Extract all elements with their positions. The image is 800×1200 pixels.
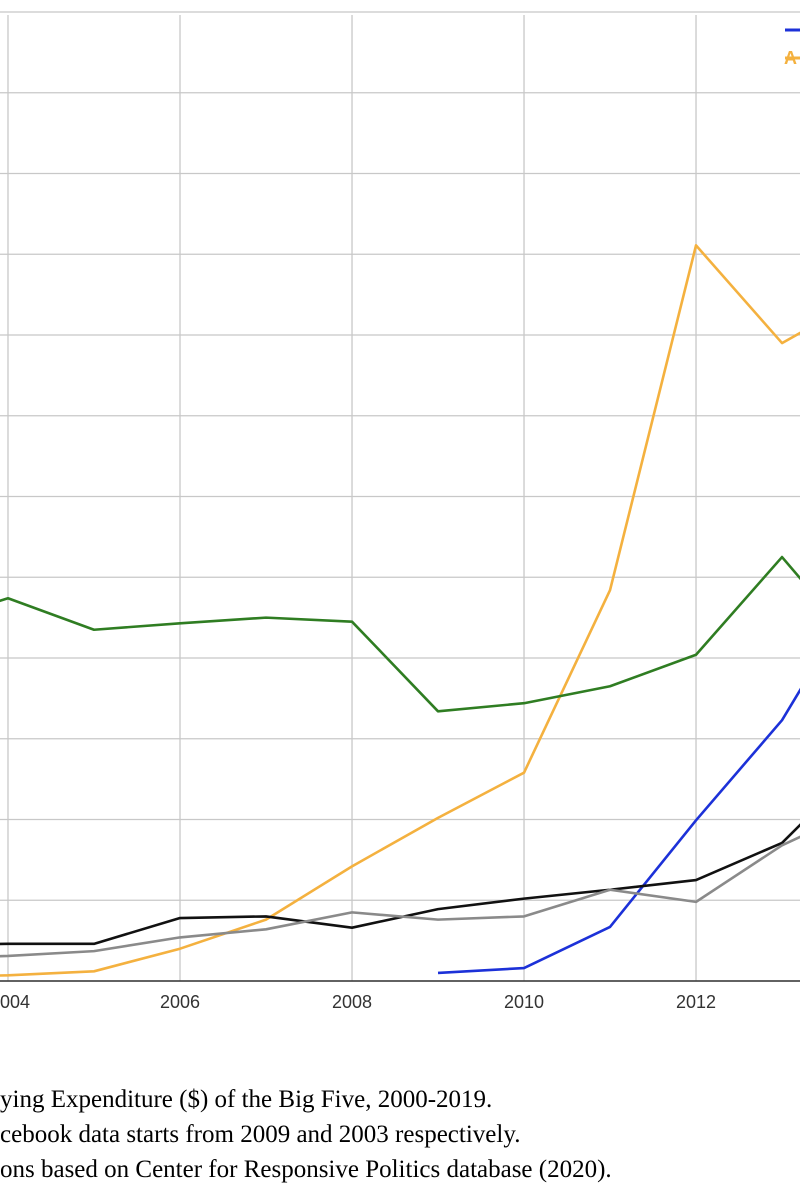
caption-line: ying Expenditure ($) of the Big Five, 20… xyxy=(0,1086,492,1113)
x-tick-label: 004 xyxy=(0,992,30,1012)
caption-line: ons based on Center for Responsive Polit… xyxy=(0,1156,612,1183)
caption: ying Expenditure ($) of the Big Five, 20… xyxy=(0,1086,612,1183)
plot-area xyxy=(0,244,800,977)
caption-line: cebook data starts from 2009 and 2003 re… xyxy=(0,1121,520,1148)
x-tick-label: 2010 xyxy=(504,992,544,1012)
line xyxy=(0,244,800,977)
x-tick-label: 2006 xyxy=(160,992,200,1012)
x-tick-label: 2012 xyxy=(676,992,716,1012)
legend-label: A xyxy=(784,48,797,68)
line xyxy=(0,555,800,713)
legend: A xyxy=(784,28,800,68)
line xyxy=(0,835,800,958)
line xyxy=(437,687,800,975)
grid xyxy=(0,11,800,982)
axis: 004 2006 2008 2010 2012 xyxy=(0,980,800,1012)
x-tick-label: 2008 xyxy=(332,992,372,1012)
line xyxy=(0,823,800,946)
